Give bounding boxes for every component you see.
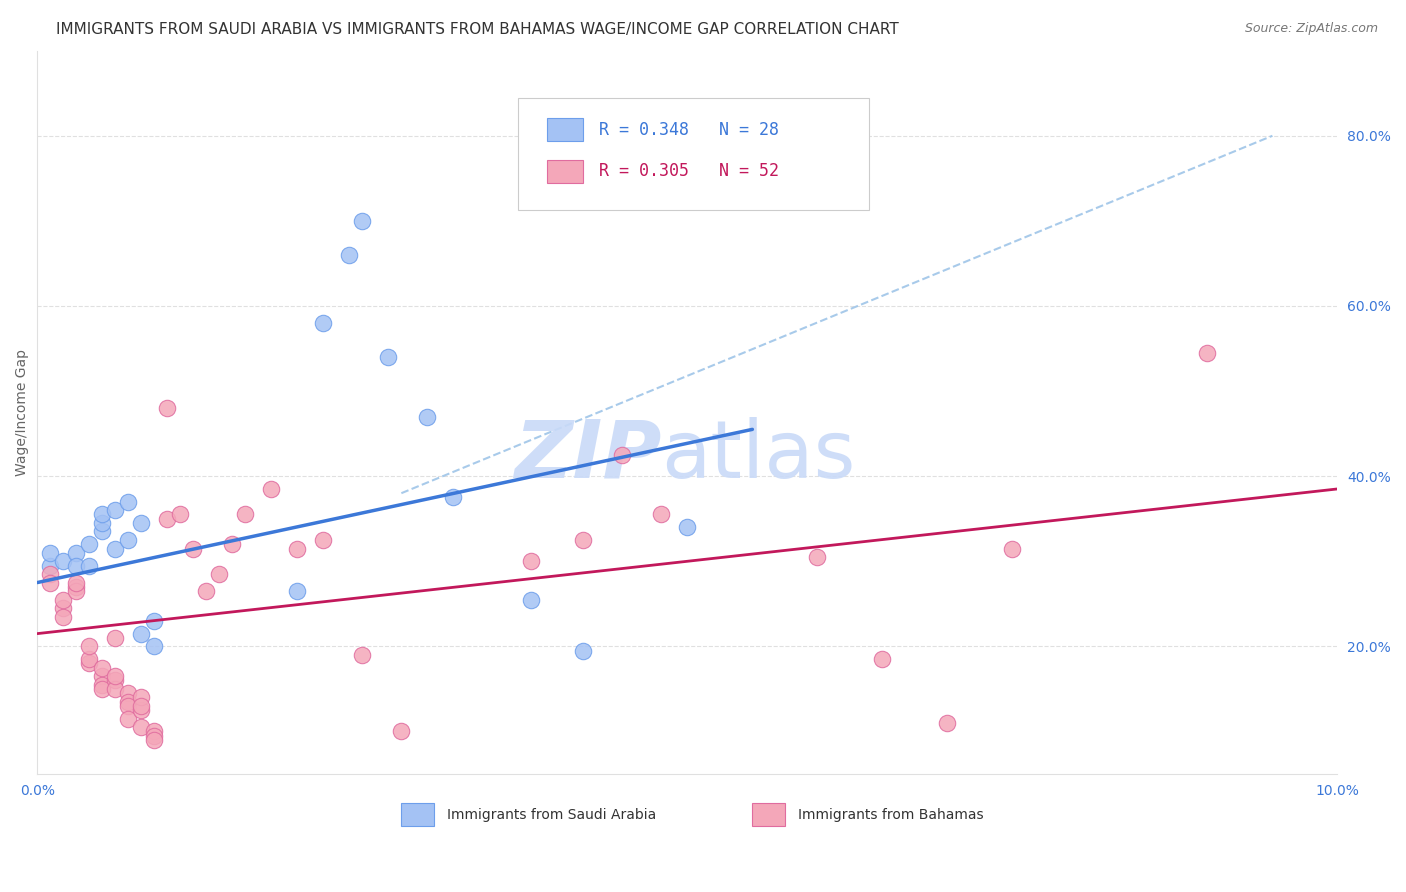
Point	[104, 631, 127, 645]
Y-axis label: Wage/Income Gap: Wage/Income Gap	[15, 349, 30, 475]
Point	[117, 695, 139, 709]
Point	[612, 448, 634, 462]
Point	[65, 558, 87, 573]
Point	[183, 541, 205, 556]
Point	[352, 214, 374, 228]
Point	[91, 660, 114, 674]
Point	[260, 482, 283, 496]
Point	[806, 549, 828, 564]
Bar	[752, 803, 785, 826]
Point	[52, 592, 75, 607]
Bar	[401, 803, 434, 826]
Point	[441, 491, 464, 505]
Bar	[547, 160, 583, 183]
Text: Immigrants from Bahamas: Immigrants from Bahamas	[797, 807, 984, 822]
Point	[520, 554, 543, 568]
Point	[156, 401, 179, 416]
Point	[221, 537, 243, 551]
Point	[1197, 345, 1219, 359]
Point	[39, 558, 62, 573]
Point	[117, 712, 139, 726]
FancyBboxPatch shape	[519, 98, 869, 210]
Text: R = 0.348   N = 28: R = 0.348 N = 28	[599, 120, 779, 138]
Point	[143, 729, 166, 743]
Point	[65, 580, 87, 594]
Point	[79, 537, 101, 551]
Point	[285, 584, 308, 599]
Point	[233, 508, 256, 522]
Point	[91, 681, 114, 696]
Point	[79, 558, 101, 573]
Point	[520, 592, 543, 607]
Point	[52, 601, 75, 615]
Point	[312, 533, 335, 547]
Point	[52, 554, 75, 568]
Point	[65, 584, 87, 599]
Point	[131, 703, 153, 717]
Point	[91, 516, 114, 530]
Text: Source: ZipAtlas.com: Source: ZipAtlas.com	[1244, 22, 1378, 36]
Point	[131, 720, 153, 734]
Point	[131, 516, 153, 530]
Text: Immigrants from Saudi Arabia: Immigrants from Saudi Arabia	[447, 807, 657, 822]
Text: ZIP: ZIP	[515, 417, 661, 495]
Point	[39, 575, 62, 590]
Text: IMMIGRANTS FROM SAUDI ARABIA VS IMMIGRANTS FROM BAHAMAS WAGE/INCOME GAP CORRELAT: IMMIGRANTS FROM SAUDI ARABIA VS IMMIGRAN…	[56, 22, 898, 37]
Point	[156, 512, 179, 526]
Point	[337, 248, 360, 262]
Point	[377, 350, 399, 364]
Point	[79, 657, 101, 671]
Point	[91, 524, 114, 539]
Bar	[547, 118, 583, 141]
Point	[52, 609, 75, 624]
Point	[131, 698, 153, 713]
Point	[39, 567, 62, 582]
Point	[104, 503, 127, 517]
Point	[195, 584, 218, 599]
Point	[572, 643, 595, 657]
Point	[131, 690, 153, 705]
Point	[104, 541, 127, 556]
Point	[285, 541, 308, 556]
Point	[117, 698, 139, 713]
Point	[208, 567, 231, 582]
Point	[65, 575, 87, 590]
Point	[352, 648, 374, 662]
Point	[117, 686, 139, 700]
Point	[1001, 541, 1024, 556]
Point	[79, 640, 101, 654]
Point	[79, 652, 101, 666]
Point	[65, 546, 87, 560]
Point	[91, 678, 114, 692]
Point	[39, 546, 62, 560]
Text: atlas: atlas	[661, 417, 856, 495]
Point	[104, 673, 127, 688]
Point	[117, 494, 139, 508]
Point	[936, 716, 959, 731]
Point	[572, 533, 595, 547]
Text: R = 0.305   N = 52: R = 0.305 N = 52	[599, 162, 779, 180]
Point	[143, 614, 166, 628]
Point	[104, 669, 127, 683]
Point	[416, 409, 439, 424]
Point	[389, 724, 412, 739]
Point	[131, 626, 153, 640]
Point	[872, 652, 894, 666]
Point	[169, 508, 191, 522]
Point	[117, 533, 139, 547]
Point	[143, 724, 166, 739]
Point	[104, 681, 127, 696]
Point	[143, 640, 166, 654]
Point	[143, 733, 166, 747]
Point	[91, 508, 114, 522]
Point	[91, 669, 114, 683]
Point	[312, 316, 335, 330]
Point	[676, 520, 699, 534]
Point	[650, 508, 672, 522]
